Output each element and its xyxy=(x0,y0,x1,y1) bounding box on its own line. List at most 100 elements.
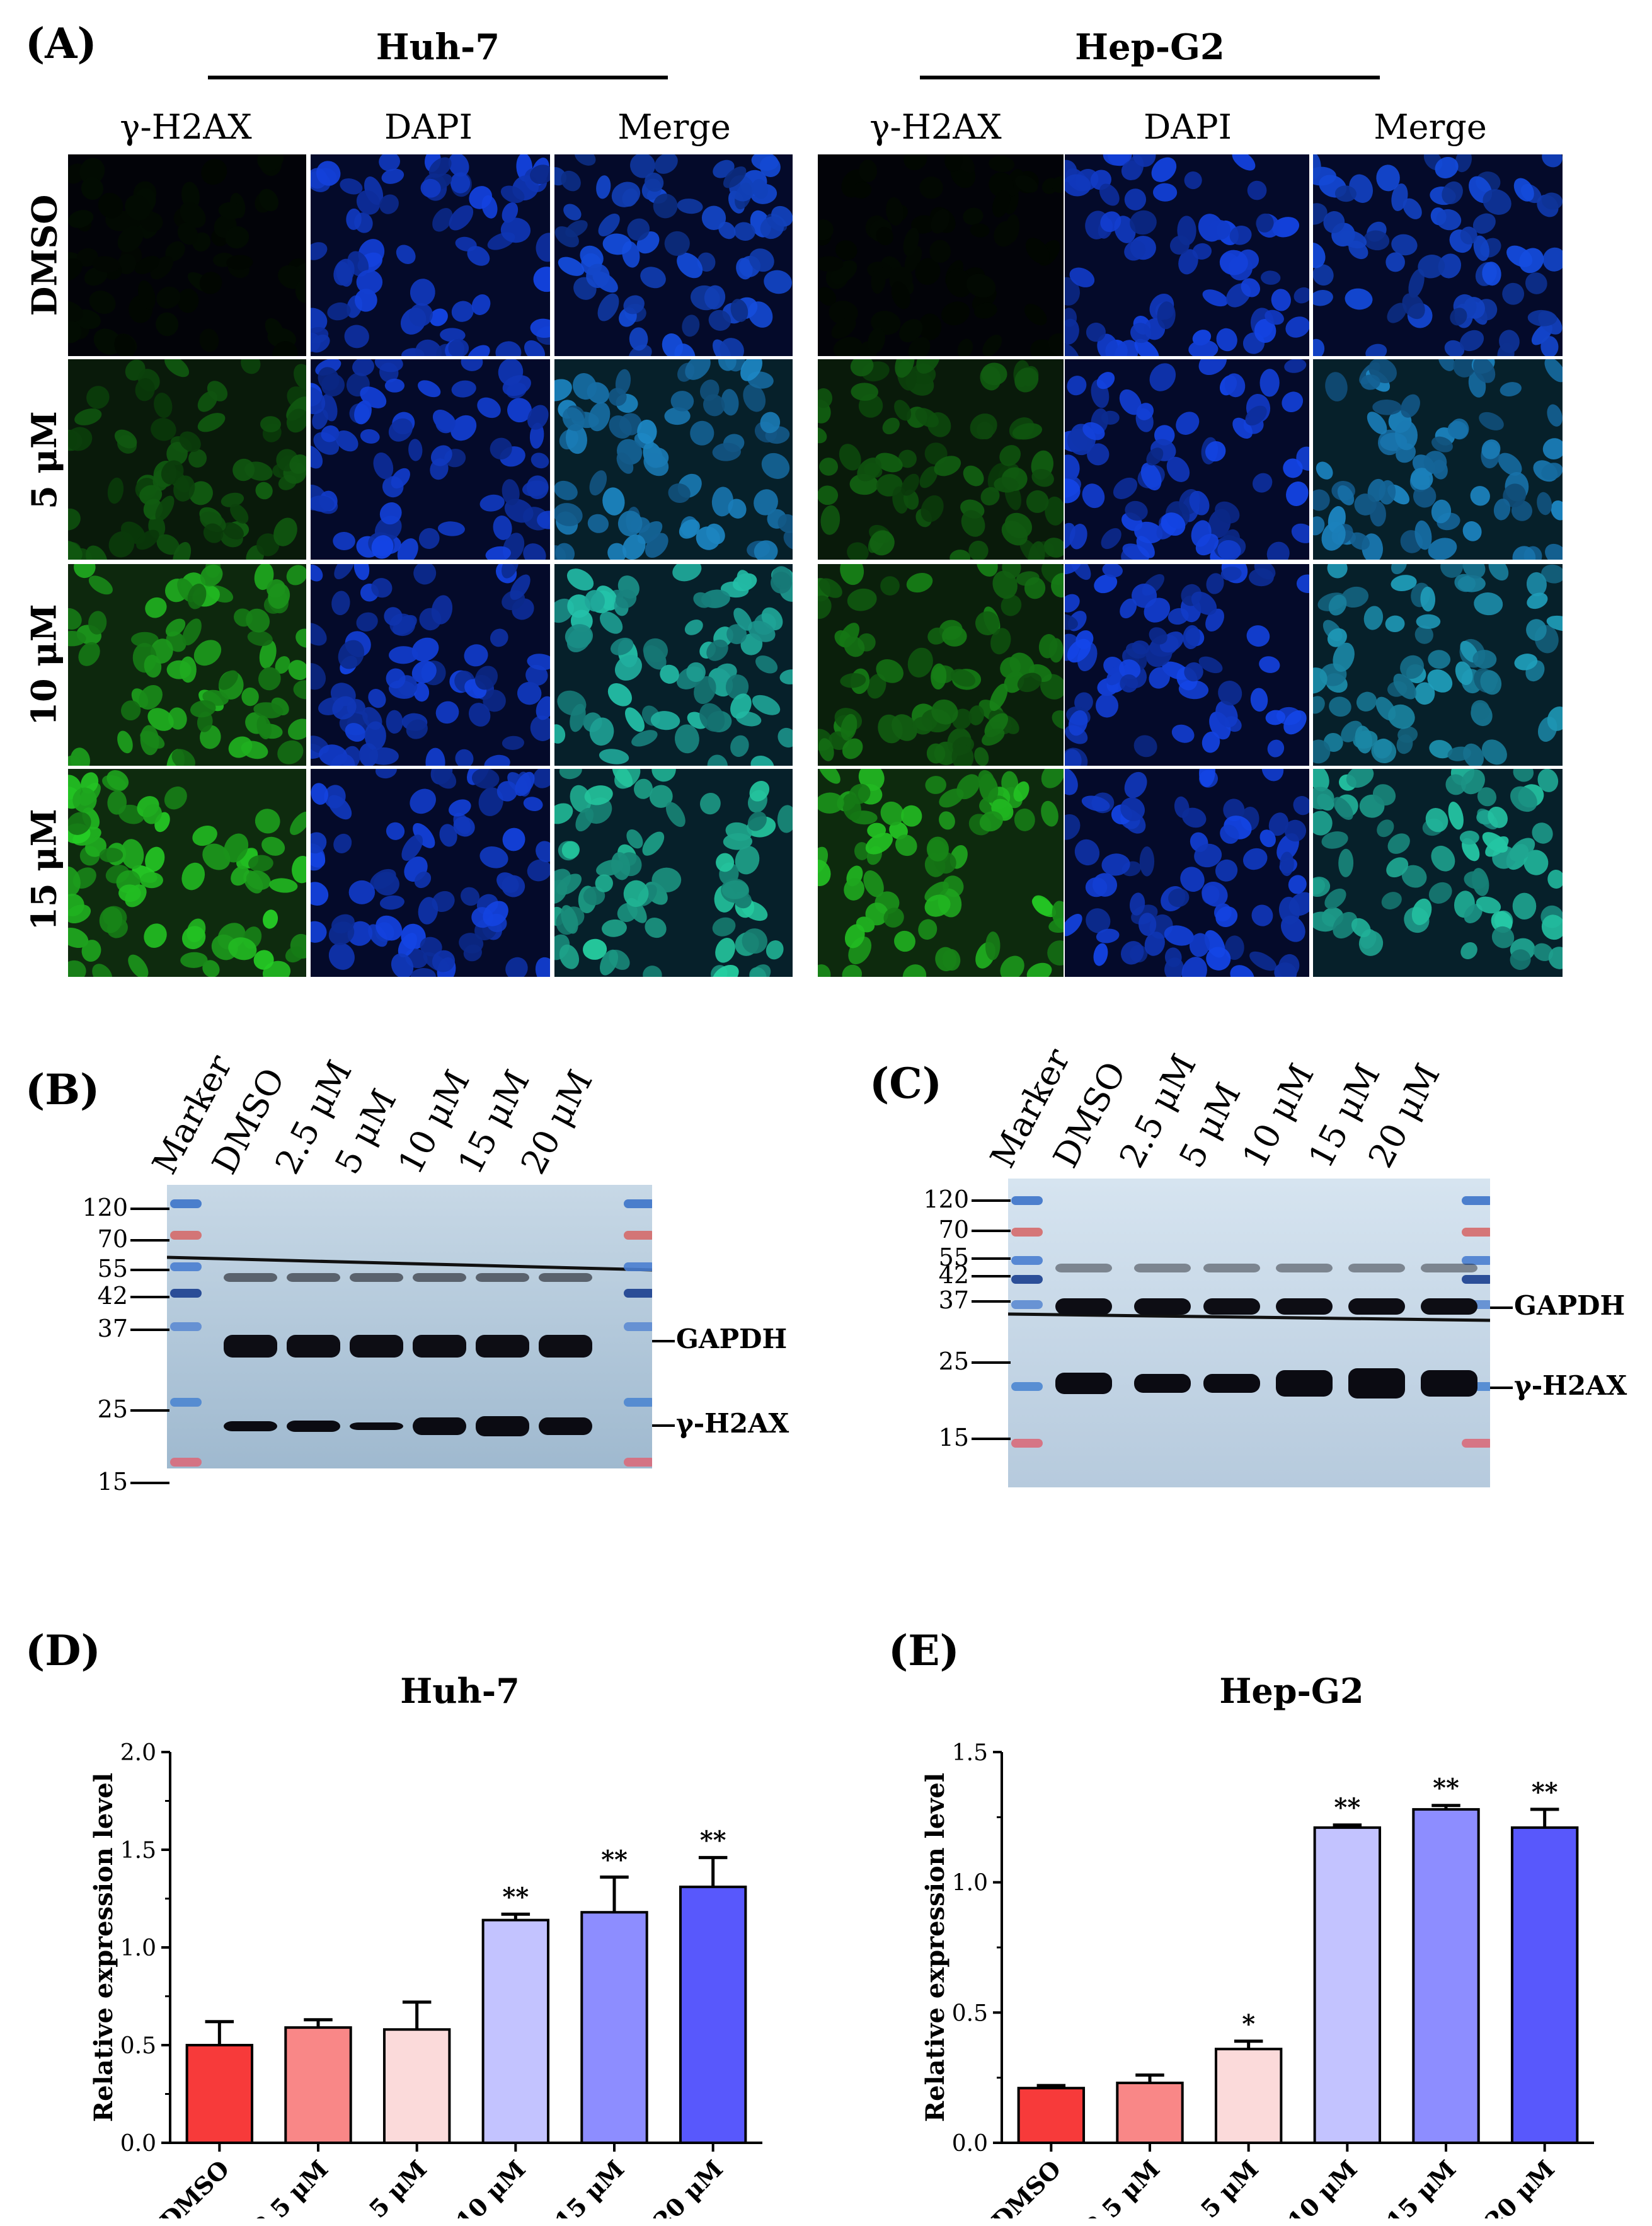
col-header-merge-hepg2: Merge xyxy=(1374,107,1487,147)
micrograph-merge-hepg2-row3 xyxy=(1313,564,1563,766)
chart-title: Huh-7 xyxy=(400,1671,520,1711)
mw-marker-70: 70 xyxy=(938,1216,969,1243)
mw-marker-37: 37 xyxy=(97,1315,128,1342)
col-header-dapi-hepg2: DAPI xyxy=(1144,107,1232,147)
mw-tick xyxy=(130,1482,169,1484)
mw-tick xyxy=(972,1257,1011,1260)
col-header-dapi-huh7: DAPI xyxy=(384,107,473,147)
bar-3 xyxy=(1313,1826,1382,2144)
band-tick xyxy=(652,1340,675,1342)
band-label-gapdh: GAPDH xyxy=(1514,1290,1626,1321)
x-tick-label-2: 5 μM xyxy=(364,2155,432,2218)
bar-0 xyxy=(185,2044,254,2144)
row-label-10um: 10 μM xyxy=(24,604,64,726)
bar-1 xyxy=(284,2026,352,2144)
x-tick-label-5: 20 μM xyxy=(1479,2155,1560,2218)
mw-tick xyxy=(130,1329,169,1331)
micrograph-gamma-hepg2-row2 xyxy=(818,359,1064,560)
micrograph-dapi-huh7-row3 xyxy=(311,564,550,766)
y-tick-label: 1.0 xyxy=(120,1935,156,1961)
micrograph-gamma-huh7-row3 xyxy=(68,564,306,766)
micrograph-merge-hepg2-row2 xyxy=(1313,359,1563,560)
band-tick xyxy=(1490,1387,1513,1389)
micrograph-merge-hepg2-row1 xyxy=(1313,154,1563,356)
x-tick-label-2: 5 μM xyxy=(1195,2155,1264,2218)
band-tick xyxy=(652,1424,675,1427)
micrograph-gamma-huh7-row1 xyxy=(68,154,306,356)
micrograph-merge-huh7-row4 xyxy=(554,769,793,977)
blot-membrane xyxy=(166,1185,655,1471)
y-tick-label: 1.5 xyxy=(952,1740,988,1766)
y-axis-label: Relative expression level xyxy=(89,1773,118,2122)
bar-2 xyxy=(382,2028,451,2145)
mw-tick xyxy=(130,1269,169,1271)
panel-d-label: (D) xyxy=(25,1626,101,1675)
x-tick-label-0: DMSO xyxy=(986,2155,1067,2218)
panel-a-label: (A) xyxy=(25,19,97,68)
micrograph-dapi-huh7-row2 xyxy=(311,359,550,560)
significance-4: ** xyxy=(601,1845,628,1874)
band-label-gamma-h2ax: γ-H2AX xyxy=(676,1408,789,1439)
micrograph-gamma-hepg2-row3 xyxy=(818,564,1064,766)
panel-e-label: (E) xyxy=(888,1626,960,1675)
micrograph-gamma-hepg2-row1 xyxy=(818,154,1064,356)
micrograph-gamma-hepg2-row4 xyxy=(818,769,1064,977)
significance-5: ** xyxy=(700,1825,726,1855)
micrograph-gamma-huh7-row4 xyxy=(68,769,306,977)
bar-0 xyxy=(1017,2087,1086,2145)
mw-marker-25: 25 xyxy=(97,1395,128,1423)
mw-tick xyxy=(972,1361,1011,1364)
mw-tick xyxy=(130,1239,169,1242)
significance-5: ** xyxy=(1532,1777,1558,1807)
significance-2: * xyxy=(1242,2009,1255,2039)
cell-line-underline-hepg2 xyxy=(920,76,1380,79)
panel-b-label: (B) xyxy=(25,1065,100,1114)
col-header-gamma-h2ax-hepg2: γ-H2AX xyxy=(869,107,1002,147)
mw-marker-70: 70 xyxy=(97,1225,128,1253)
mw-marker-55: 55 xyxy=(938,1243,969,1271)
y-tick-label: 0.0 xyxy=(120,2131,156,2157)
micrograph-dapi-hepg2-row3 xyxy=(1065,564,1309,766)
micrograph-merge-huh7-row2 xyxy=(554,359,793,560)
chart-title: Hep-G2 xyxy=(1219,1671,1363,1711)
mw-tick xyxy=(130,1296,169,1298)
bar-2 xyxy=(1214,2048,1283,2145)
blot-membrane xyxy=(1007,1179,1493,1490)
mw-marker-120: 120 xyxy=(82,1194,128,1221)
mw-marker-42: 42 xyxy=(938,1261,969,1289)
bar-1 xyxy=(1116,2081,1184,2145)
mw-tick xyxy=(972,1438,1011,1440)
bar-4 xyxy=(580,1911,648,2144)
bar-4 xyxy=(1412,1808,1480,2144)
x-tick-label-1: 2.5 μM xyxy=(1079,2155,1165,2218)
y-tick-label: 0.5 xyxy=(952,2000,988,2026)
bar-5 xyxy=(679,1885,747,2144)
significance-3: ** xyxy=(502,1882,529,1912)
mw-marker-42: 42 xyxy=(97,1282,128,1310)
x-tick-label-0: DMSO xyxy=(154,2155,235,2218)
y-tick-label: 0.5 xyxy=(120,2033,156,2059)
row-label-dmso: DMSO xyxy=(24,194,65,316)
col-header-merge-huh7: Merge xyxy=(617,107,731,147)
row-label-5um: 5 μM xyxy=(24,411,65,509)
mw-marker-55: 55 xyxy=(97,1255,128,1283)
mw-tick xyxy=(130,1409,169,1412)
x-tick-label-1: 2.5 μM xyxy=(247,2155,333,2218)
band-tick xyxy=(1490,1306,1513,1309)
micrograph-merge-huh7-row3 xyxy=(554,564,793,766)
band-label-gamma-h2ax: γ-H2AX xyxy=(1514,1370,1627,1401)
micrograph-gamma-huh7-row2 xyxy=(68,359,306,560)
y-axis-label: Relative expression level xyxy=(921,1773,950,2122)
x-tick-label-4: 15 μM xyxy=(549,2155,629,2218)
col-header-gamma-h2ax-huh7: γ-H2AX xyxy=(120,107,252,147)
x-tick-label-4: 15 μM xyxy=(1380,2155,1461,2218)
band-label-gapdh: GAPDH xyxy=(676,1323,788,1354)
micrograph-merge-hepg2-row4 xyxy=(1313,769,1563,977)
mw-tick xyxy=(972,1199,1011,1202)
row-label-15um: 15 μM xyxy=(24,809,64,931)
mw-marker-25: 25 xyxy=(938,1347,969,1375)
bar-5 xyxy=(1510,1826,1579,2144)
mw-tick xyxy=(972,1300,1011,1303)
